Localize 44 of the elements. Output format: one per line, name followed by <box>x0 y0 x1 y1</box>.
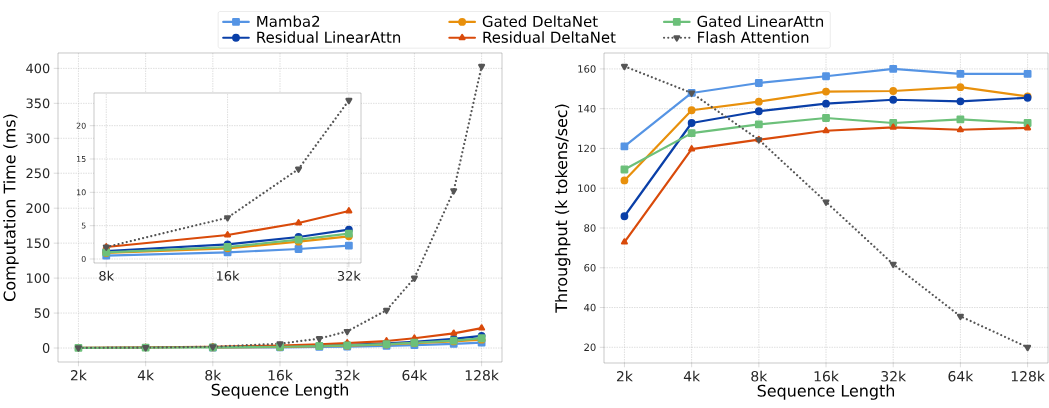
x-tick-label: 128k <box>1011 370 1045 382</box>
x-tick-label: 128k <box>465 369 499 381</box>
y-tick-label: 50 <box>34 308 50 318</box>
x-axis-title: Sequence Length <box>757 384 895 400</box>
y-tick-label: 60 <box>584 263 596 272</box>
x-tick-label: 2k <box>70 369 87 381</box>
x-tick-label: 4k <box>683 370 701 382</box>
x-tick-label: 2k <box>616 370 633 382</box>
y-tick-label: 40 <box>584 303 596 312</box>
y-tick-label: 100 <box>26 273 50 284</box>
y-tick-label: 300 <box>26 133 50 144</box>
x-tick-label: 8k <box>205 369 222 381</box>
x-tick-label: 16k <box>814 370 839 382</box>
legend-label: Gated LinearAttn <box>697 15 824 28</box>
y-axis-title: Throughput (k tokens/sec) <box>554 104 571 313</box>
x-tick-label: 16k <box>268 369 293 381</box>
y-tick-label: 100 <box>578 184 596 192</box>
x-axis-title: Sequence Length <box>211 383 349 399</box>
x-tick-label: 32k <box>335 369 361 381</box>
x-tick-label: 8k <box>751 370 768 382</box>
y-tick-label: 250 <box>26 168 50 179</box>
x-tick-label: 4k <box>137 369 155 381</box>
y-tick-label: 350 <box>26 98 50 109</box>
y-tick-label: 200 <box>26 203 50 214</box>
y-tick-label: 80 <box>584 224 596 232</box>
legend-label: Mamba2 <box>257 15 320 28</box>
y-tick-label: 140 <box>578 104 596 113</box>
legend-label: Gated DeltaNet <box>482 15 598 28</box>
x-tick-label: 8k <box>99 270 115 281</box>
x-tick-label: 32k <box>881 370 907 382</box>
y-tick-label: 160 <box>578 65 596 73</box>
y-axis-title: Computation Time (ms) <box>3 114 19 301</box>
y-tick-label: 400 <box>26 63 50 74</box>
y-tick-label: 20 <box>584 343 596 352</box>
x-tick-label: 64k <box>402 369 428 381</box>
x-tick-label: 16k <box>216 270 240 281</box>
legend-label: Flash Attention <box>698 31 809 43</box>
y-tick-label: 120 <box>578 144 596 153</box>
y-tick-label: 150 <box>26 238 50 249</box>
x-tick-label: 64k <box>948 370 974 382</box>
legend-label: Residual LinearAttn <box>257 31 401 43</box>
legend-label: Residual DeltaNet <box>483 31 616 43</box>
y-tick-label: 0 <box>42 343 50 353</box>
x-tick-label: 32k <box>337 270 361 281</box>
